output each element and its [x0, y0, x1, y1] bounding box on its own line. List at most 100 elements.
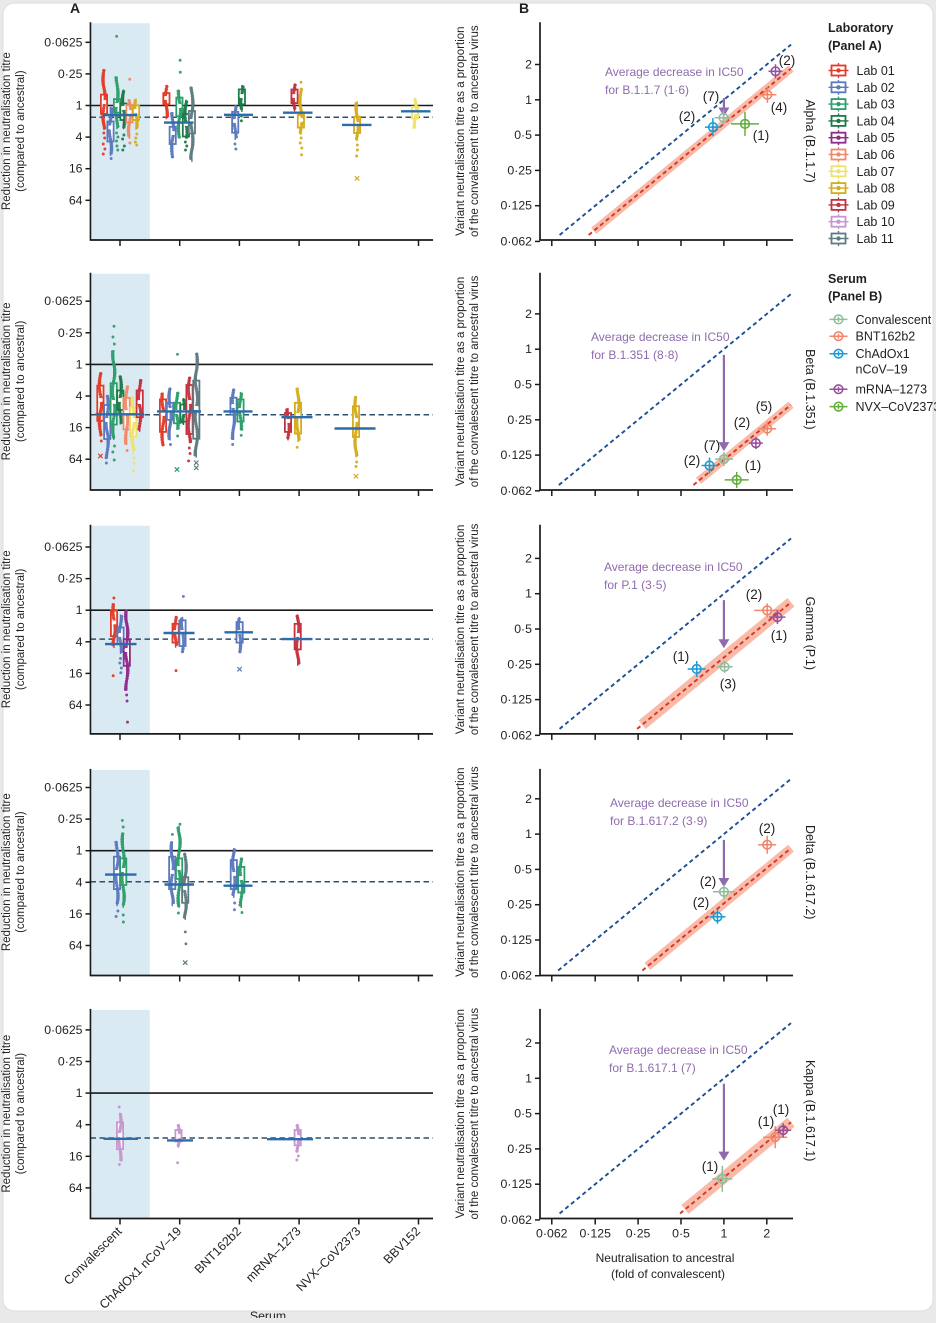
svg-text:of the convalescent titre to a: of the convalescent titre to ancestral v…: [469, 25, 481, 237]
svg-text:0·25: 0·25: [507, 657, 532, 671]
svg-text:(2): (2): [779, 53, 796, 68]
svg-text:64: 64: [69, 939, 83, 953]
svg-text:(compared to ancestral): (compared to ancestral): [15, 321, 27, 443]
svg-text:Serum: Serum: [828, 272, 867, 286]
svg-text:(4): (4): [771, 100, 788, 115]
svg-text:of the convalescent titre to a: of the convalescent titre to ancestral v…: [469, 523, 481, 735]
svg-text:0·125: 0·125: [501, 693, 533, 707]
svg-text:Reduction in neutralisation ti: Reduction in neutralisation titre: [1, 1035, 13, 1193]
svg-text:for B.1.617.1 (7): for B.1.617.1 (7): [609, 1061, 696, 1075]
svg-text:0·125: 0·125: [579, 1227, 611, 1241]
svg-text:Variant neutralisation titre a: Variant neutralisation titre as a propor…: [455, 277, 467, 486]
svg-text:Lab 09: Lab 09: [857, 198, 895, 212]
svg-text:2: 2: [525, 1036, 532, 1050]
svg-text:0·25: 0·25: [507, 163, 532, 177]
svg-text:0·5: 0·5: [514, 622, 532, 636]
svg-text:0·25: 0·25: [507, 1142, 532, 1156]
svg-text:1: 1: [76, 844, 83, 858]
svg-text:Reduction in neutralisation ti: Reduction in neutralisation titre: [1, 302, 13, 460]
svg-text:0·125: 0·125: [501, 199, 533, 213]
svg-text:0·125: 0·125: [501, 448, 533, 462]
svg-text:(compared to ancestral): (compared to ancestral): [15, 568, 27, 690]
svg-text:Variant neutralisation titre a: Variant neutralisation titre as a propor…: [455, 767, 467, 976]
svg-text:for B.1.617.2 (3·9): for B.1.617.2 (3·9): [610, 814, 707, 828]
svg-text:Reduction in neutralisation ti: Reduction in neutralisation titre: [1, 550, 13, 708]
svg-text:1: 1: [525, 342, 532, 356]
svg-text:64: 64: [69, 698, 83, 712]
svg-text:ChAdOx1: ChAdOx1: [856, 347, 910, 361]
svg-text:(2): (2): [734, 415, 751, 430]
svg-text:0·25: 0·25: [58, 326, 83, 340]
svg-text:16: 16: [69, 666, 83, 680]
svg-text:0·5: 0·5: [514, 1107, 532, 1121]
svg-text:0·5: 0·5: [672, 1227, 690, 1241]
svg-text:0·5: 0·5: [514, 128, 532, 142]
svg-text:Lab 11: Lab 11: [857, 232, 894, 246]
svg-text:Reduction in neutralisation ti: Reduction in neutralisation titre: [1, 793, 13, 951]
svg-text:Lab 02: Lab 02: [857, 81, 895, 95]
svg-text:0·25: 0·25: [626, 1227, 651, 1241]
svg-text:(2): (2): [746, 587, 763, 602]
svg-text:0·25: 0·25: [58, 67, 83, 81]
svg-text:(7): (7): [703, 89, 720, 104]
svg-text:Alpha (B.1.1.7): Alpha (B.1.1.7): [803, 99, 817, 182]
svg-text:Laboratory: Laboratory: [828, 21, 893, 35]
svg-text:Reduction in neutralisation ti: Reduction in neutralisation titre: [1, 52, 13, 210]
svg-text:0·25: 0·25: [507, 413, 532, 427]
svg-text:Variant neutralisation titre a: Variant neutralisation titre as a propor…: [455, 26, 467, 235]
svg-text:2: 2: [525, 307, 532, 321]
svg-text:(2): (2): [679, 109, 696, 124]
svg-text:0·062: 0·062: [536, 1227, 568, 1241]
svg-text:BNT162b2: BNT162b2: [856, 330, 916, 344]
svg-text:(2): (2): [693, 895, 710, 910]
svg-text:0·5: 0·5: [514, 862, 532, 876]
svg-text:0·062: 0·062: [501, 1213, 533, 1227]
svg-text:for P.1 (3·5): for P.1 (3·5): [604, 578, 666, 592]
svg-text:(5): (5): [756, 399, 773, 414]
svg-text:0·5: 0·5: [514, 378, 532, 392]
svg-text:Lab 01: Lab 01: [857, 64, 895, 78]
svg-text:(compared to ancestral): (compared to ancestral): [15, 811, 27, 933]
svg-text:for B.1.351 (8·8): for B.1.351 (8·8): [591, 348, 678, 362]
svg-text:Average decrease in IC50: Average decrease in IC50: [605, 65, 744, 79]
svg-text:(1): (1): [773, 1102, 790, 1117]
svg-text:4: 4: [76, 389, 83, 403]
svg-text:(1): (1): [753, 128, 770, 143]
svg-text:16: 16: [69, 907, 83, 921]
svg-text:Kappa (B.1.617.1): Kappa (B.1.617.1): [803, 1060, 817, 1161]
svg-text:(2): (2): [759, 821, 776, 836]
svg-text:0·062: 0·062: [501, 234, 533, 248]
svg-text:(1): (1): [673, 649, 690, 664]
svg-text:(compared to ancestral): (compared to ancestral): [15, 70, 27, 192]
svg-text:1: 1: [720, 1227, 727, 1241]
svg-text:64: 64: [69, 193, 83, 207]
svg-text:0·125: 0·125: [501, 933, 533, 947]
svg-text:1: 1: [525, 587, 532, 601]
svg-text:(1): (1): [702, 1159, 719, 1174]
svg-text:B: B: [519, 0, 529, 16]
svg-text:16: 16: [69, 421, 83, 435]
svg-text:Variant neutralisation titre a: Variant neutralisation titre as a propor…: [455, 525, 467, 734]
svg-text:4: 4: [76, 635, 83, 649]
svg-text:Average decrease in IC50: Average decrease in IC50: [609, 1043, 748, 1057]
svg-text:for B.1.1.7 (1·6): for B.1.1.7 (1·6): [605, 83, 689, 97]
svg-text:1: 1: [525, 827, 532, 841]
svg-text:64: 64: [69, 452, 83, 466]
svg-text:Average decrease in IC50: Average decrease in IC50: [604, 560, 743, 574]
svg-text:1: 1: [525, 1071, 532, 1085]
svg-text:0·062: 0·062: [501, 728, 533, 742]
svg-text:64: 64: [69, 1181, 83, 1195]
svg-text:A: A: [70, 0, 80, 16]
svg-text:Gamma (P.1): Gamma (P.1): [803, 597, 817, 670]
svg-text:0·0625: 0·0625: [44, 35, 82, 49]
svg-text:2: 2: [525, 58, 532, 72]
svg-text:Delta (B.1.617.2): Delta (B.1.617.2): [803, 825, 817, 920]
svg-text:0·25: 0·25: [58, 572, 83, 586]
svg-text:(3): (3): [720, 677, 737, 692]
svg-text:1: 1: [525, 93, 532, 107]
svg-text:Lab 04: Lab 04: [857, 114, 895, 128]
svg-text:1: 1: [76, 99, 83, 113]
svg-text:2: 2: [525, 792, 532, 806]
svg-text:Lab 08: Lab 08: [857, 182, 895, 196]
svg-text:1: 1: [76, 1086, 83, 1100]
